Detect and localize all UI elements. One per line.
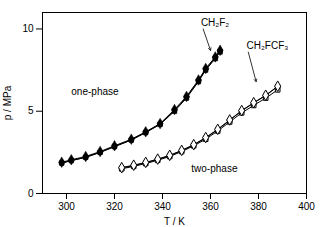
svg-text:one-phase: one-phase <box>71 86 119 97</box>
svg-text:380: 380 <box>250 201 267 212</box>
svg-text:T / K: T / K <box>164 216 185 227</box>
svg-text:p / MPa: p / MPa <box>2 85 13 120</box>
svg-text:300: 300 <box>58 201 75 212</box>
svg-text:340: 340 <box>154 201 171 212</box>
svg-text:10: 10 <box>22 23 34 34</box>
svg-text:CH₂FCF₃: CH₂FCF₃ <box>247 40 289 51</box>
svg-text:CH₂F₂: CH₂F₂ <box>201 17 229 28</box>
svg-text:360: 360 <box>202 201 219 212</box>
svg-text:320: 320 <box>106 201 123 212</box>
svg-text:400: 400 <box>298 201 315 212</box>
svg-text:two-phase: two-phase <box>191 163 238 174</box>
svg-text:0: 0 <box>28 188 34 199</box>
svg-text:5: 5 <box>28 105 34 116</box>
